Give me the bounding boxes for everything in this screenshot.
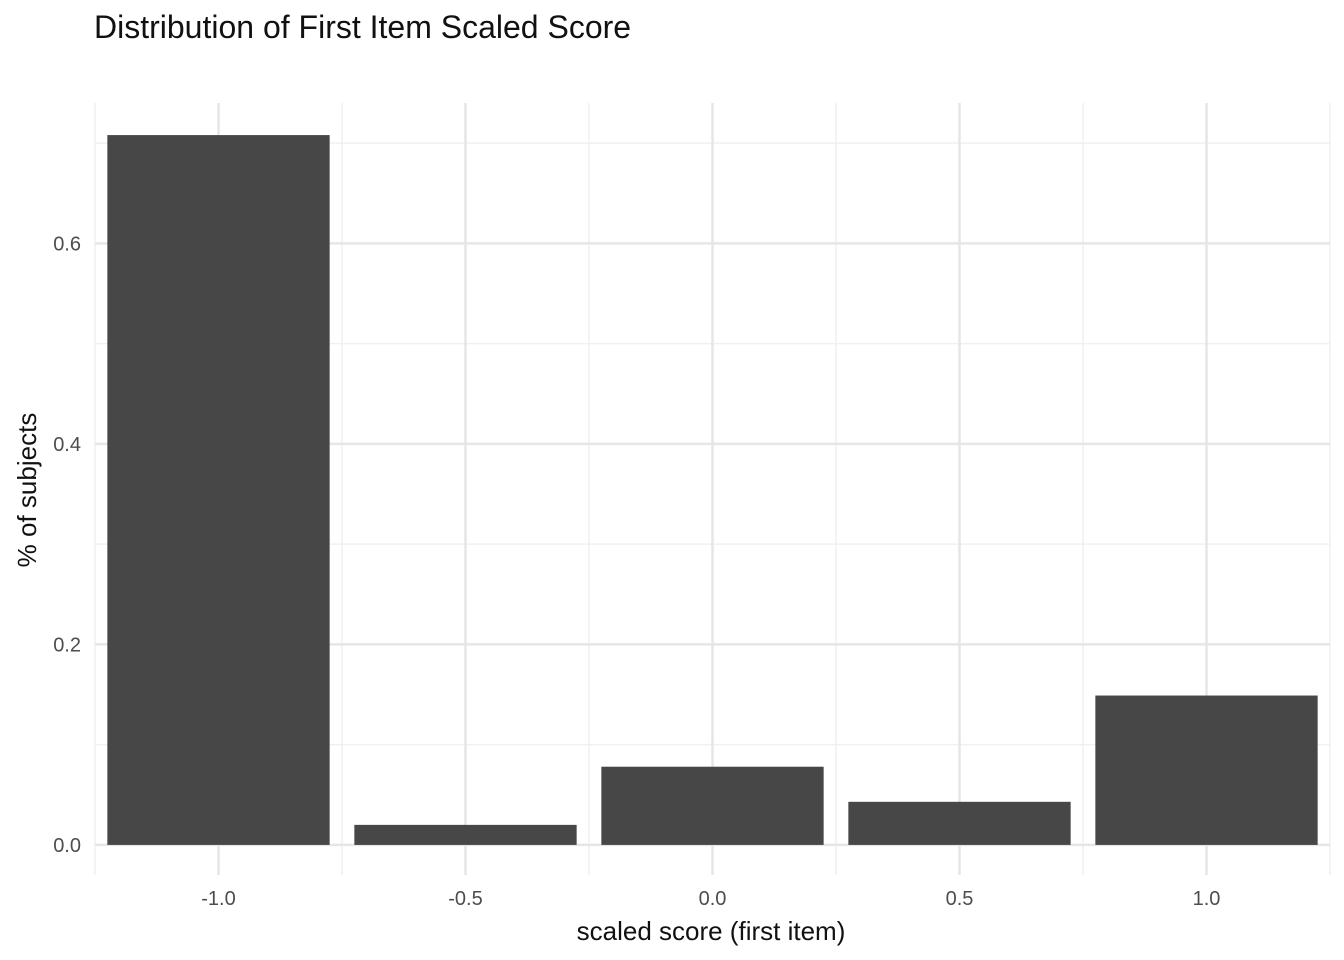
bar — [601, 766, 824, 845]
bar-layer — [107, 135, 1318, 845]
bar — [1095, 695, 1318, 845]
y-tick-label: 0.0 — [53, 835, 81, 857]
y-axis-label: % of subjects — [12, 413, 42, 568]
bar — [848, 801, 1071, 845]
bar — [107, 135, 330, 845]
x-tick-label: 0.0 — [699, 888, 727, 910]
y-tick-label: 0.2 — [53, 634, 81, 656]
y-tick-label: 0.4 — [53, 434, 81, 456]
x-tick-label: -1.0 — [201, 888, 235, 910]
x-tick-label: 1.0 — [1193, 888, 1221, 910]
x-axis-label: scaled score (first item) — [577, 916, 846, 946]
tick-label-layer: -1.0 -0.5 0.0 0.5 1.0 0.0 0.2 0.4 0.6 — [53, 233, 1220, 910]
bar — [354, 824, 577, 845]
x-tick-label: 0.5 — [946, 888, 974, 910]
x-tick-label: -0.5 — [448, 888, 482, 910]
y-tick-label: 0.6 — [53, 233, 81, 255]
chart-title: Distribution of First Item Scaled Score — [94, 9, 631, 45]
